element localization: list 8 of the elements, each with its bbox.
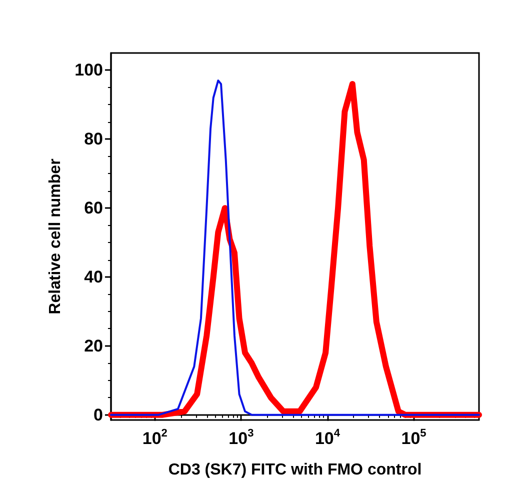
y-tick-label: 100	[74, 60, 103, 80]
y-tick-label: 20	[84, 336, 103, 356]
y-tick-label: 80	[84, 130, 103, 149]
y-tick-label: 40	[84, 267, 103, 286]
y-tick-label: 0	[94, 405, 103, 424]
y-tick-label: 60	[84, 198, 103, 218]
x-axis-title: CD3 (SK7) FITC with FMO control	[168, 462, 422, 478]
y-axis-title: Relative cell number	[47, 158, 64, 314]
